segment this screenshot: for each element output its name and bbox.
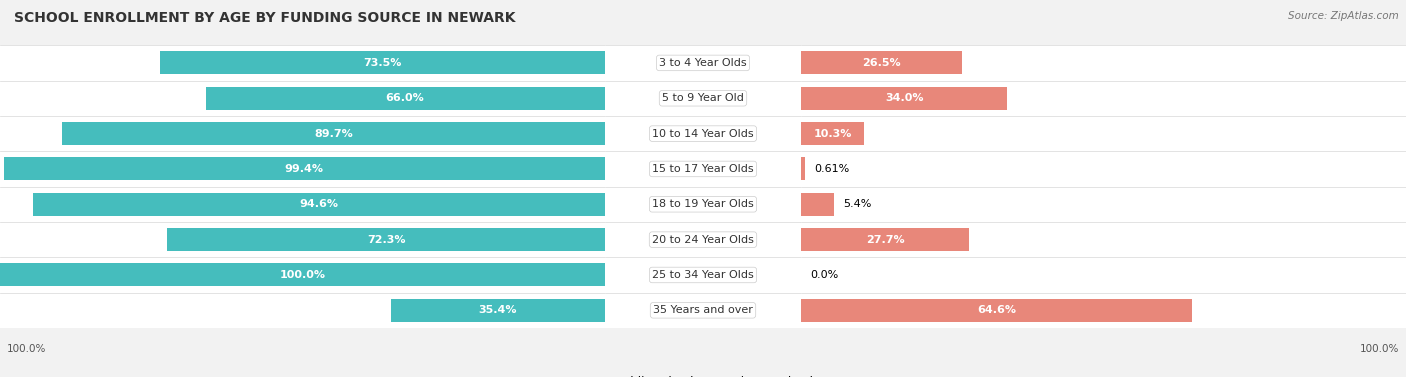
Text: 94.6%: 94.6% — [299, 199, 337, 209]
Text: 99.4%: 99.4% — [284, 164, 323, 174]
Bar — [605, 293, 801, 328]
Text: 89.7%: 89.7% — [314, 129, 353, 139]
Text: 10 to 14 Year Olds: 10 to 14 Year Olds — [652, 129, 754, 139]
Text: 0.61%: 0.61% — [814, 164, 849, 174]
Text: 100.0%: 100.0% — [280, 270, 325, 280]
Bar — [605, 257, 801, 293]
Text: 5.4%: 5.4% — [844, 199, 872, 209]
Bar — [0, 81, 605, 116]
Bar — [801, 228, 969, 251]
Text: 72.3%: 72.3% — [367, 234, 405, 245]
Bar — [32, 193, 605, 216]
Bar — [801, 51, 962, 74]
Bar — [4, 158, 605, 181]
Bar — [62, 122, 605, 145]
Bar — [801, 151, 1406, 187]
Text: 34.0%: 34.0% — [884, 93, 924, 103]
Bar — [0, 293, 605, 328]
Text: 27.7%: 27.7% — [866, 234, 904, 245]
Bar — [605, 187, 801, 222]
Bar — [0, 187, 605, 222]
Text: 100.0%: 100.0% — [7, 344, 46, 354]
Bar — [605, 81, 801, 116]
Bar — [605, 45, 801, 81]
Bar — [605, 222, 801, 257]
Bar — [205, 87, 605, 110]
Text: 66.0%: 66.0% — [385, 93, 425, 103]
Text: 35.4%: 35.4% — [478, 305, 517, 315]
Text: SCHOOL ENROLLMENT BY AGE BY FUNDING SOURCE IN NEWARK: SCHOOL ENROLLMENT BY AGE BY FUNDING SOUR… — [14, 11, 516, 25]
Bar — [801, 193, 834, 216]
Legend: Public School, Private School: Public School, Private School — [593, 376, 813, 377]
Text: 10.3%: 10.3% — [813, 129, 852, 139]
Bar — [801, 257, 1406, 293]
Bar — [801, 299, 1192, 322]
Bar — [605, 151, 801, 187]
Text: 25 to 34 Year Olds: 25 to 34 Year Olds — [652, 270, 754, 280]
Bar — [0, 264, 605, 287]
Text: 73.5%: 73.5% — [363, 58, 402, 68]
Bar — [0, 222, 605, 257]
Bar — [0, 45, 605, 81]
Bar — [801, 87, 1007, 110]
Text: 20 to 24 Year Olds: 20 to 24 Year Olds — [652, 234, 754, 245]
Bar — [0, 257, 605, 293]
Bar — [801, 187, 1406, 222]
Text: 100.0%: 100.0% — [1360, 344, 1399, 354]
Text: 64.6%: 64.6% — [977, 305, 1017, 315]
Bar — [0, 151, 605, 187]
Text: 0.0%: 0.0% — [810, 270, 839, 280]
Text: 18 to 19 Year Olds: 18 to 19 Year Olds — [652, 199, 754, 209]
Bar — [801, 81, 1406, 116]
Text: 3 to 4 Year Olds: 3 to 4 Year Olds — [659, 58, 747, 68]
Bar — [801, 122, 863, 145]
Bar — [605, 116, 801, 151]
Text: Source: ZipAtlas.com: Source: ZipAtlas.com — [1288, 11, 1399, 21]
Bar — [167, 228, 605, 251]
Bar — [801, 116, 1406, 151]
Bar — [160, 51, 605, 74]
Bar — [391, 299, 605, 322]
Bar — [801, 222, 1406, 257]
Text: 15 to 17 Year Olds: 15 to 17 Year Olds — [652, 164, 754, 174]
Text: 35 Years and over: 35 Years and over — [652, 305, 754, 315]
Text: 5 to 9 Year Old: 5 to 9 Year Old — [662, 93, 744, 103]
Text: 26.5%: 26.5% — [862, 58, 901, 68]
Bar — [801, 158, 806, 181]
Bar — [801, 293, 1406, 328]
Bar — [801, 45, 1406, 81]
Bar — [0, 116, 605, 151]
